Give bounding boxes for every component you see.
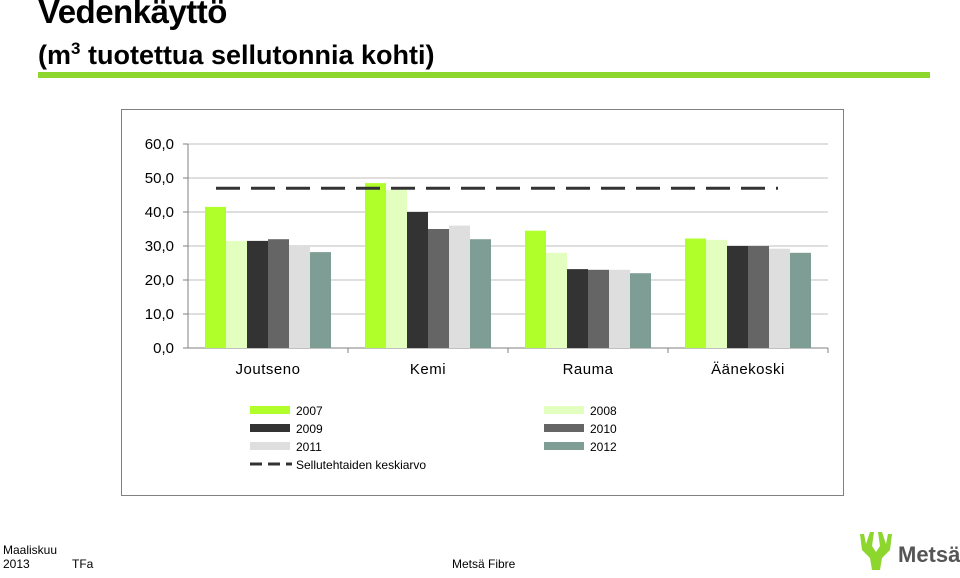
x-tick-label: Kemi xyxy=(410,361,446,378)
title-underline xyxy=(38,72,930,78)
bar xyxy=(546,252,567,348)
page-subtitle: (m3 tuotettua sellutonnia kohti) xyxy=(38,32,434,72)
bar xyxy=(630,273,651,348)
footer-date-year: 2013 xyxy=(3,557,30,571)
y-tick-label: 60,0 xyxy=(145,136,174,153)
legend-label: 2007 xyxy=(296,404,323,418)
bar xyxy=(567,269,588,348)
bars xyxy=(205,183,811,348)
footer-author: TFa xyxy=(72,557,94,571)
legend-label: 2011 xyxy=(296,440,322,454)
bar xyxy=(386,189,407,348)
bar xyxy=(470,239,491,348)
bar xyxy=(525,230,546,348)
legend-swatch xyxy=(250,442,290,450)
bar xyxy=(449,225,470,348)
y-tick-label: 20,0 xyxy=(145,272,174,289)
y-tick-label: 0,0 xyxy=(153,340,174,357)
legend-swatch xyxy=(250,424,290,432)
legend-swatch xyxy=(250,406,290,414)
y-tick-label: 10,0 xyxy=(145,306,174,323)
footer-date-month: Maaliskuu xyxy=(3,543,58,557)
legend-label: 2009 xyxy=(296,422,323,436)
subtitle-prefix: (m xyxy=(38,40,71,70)
bar xyxy=(609,269,630,348)
bar xyxy=(588,269,609,348)
y-tick-label: 30,0 xyxy=(145,238,174,255)
legend-label: 2008 xyxy=(590,404,617,418)
bar xyxy=(769,248,790,348)
legend-swatch xyxy=(544,424,584,432)
legend-label: 2010 xyxy=(590,422,617,436)
bar xyxy=(748,246,769,348)
bar xyxy=(727,246,748,348)
y-tick-label: 40,0 xyxy=(145,204,174,221)
x-tick-label: Rauma xyxy=(563,361,614,378)
moose-antler-icon xyxy=(860,532,892,570)
bar xyxy=(790,252,811,348)
legend-label: Sellutehtaiden keskiarvo xyxy=(296,458,426,472)
bar xyxy=(407,212,428,348)
legend: 2007 2008 2009 2010 2011 2012 Sellutehtaiden k… xyxy=(250,404,617,472)
bar xyxy=(205,206,226,348)
footer-company: Metsä Fibre xyxy=(452,557,516,571)
logo-text: Metsä xyxy=(898,542,960,567)
subtitle-superscript: 3 xyxy=(71,39,81,58)
x-axis: Joutseno Kemi Rauma Äänekoski xyxy=(236,348,829,378)
bar xyxy=(289,246,310,348)
bar xyxy=(706,239,727,348)
bar xyxy=(428,229,449,348)
y-axis: 0,0 10,0 20,0 30,0 40,0 50,0 60,0 xyxy=(145,136,189,357)
x-tick-label: Joutseno xyxy=(236,361,301,378)
bar xyxy=(685,238,706,348)
bar xyxy=(268,239,289,348)
bar xyxy=(226,240,247,348)
legend-label: 2012 xyxy=(590,440,617,454)
bar xyxy=(365,183,386,348)
bar xyxy=(247,240,268,348)
subtitle-text: tuotettua sellutonnia kohti) xyxy=(80,40,435,70)
legend-swatch xyxy=(544,442,584,450)
page-title: Vedenkäyttö xyxy=(38,0,227,30)
legend-swatch xyxy=(544,406,584,414)
x-tick-label: Äänekoski xyxy=(711,361,785,378)
y-tick-label: 50,0 xyxy=(145,170,174,187)
bar xyxy=(310,252,331,348)
